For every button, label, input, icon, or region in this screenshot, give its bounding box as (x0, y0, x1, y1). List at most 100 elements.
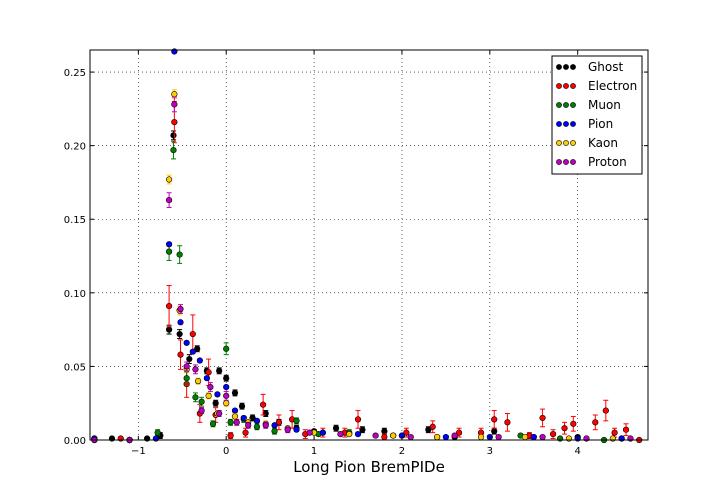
data-point (434, 433, 441, 441)
legend-marker (563, 83, 569, 89)
data-point (183, 363, 190, 370)
data-point (233, 419, 240, 426)
data-point (293, 426, 300, 433)
data-point (253, 423, 261, 430)
y-tick-label: 0.25 (64, 68, 86, 79)
x-axis-label: Long Pion BremPIDe (293, 458, 445, 476)
x-tick-label: −1 (131, 446, 146, 457)
data-point (198, 398, 205, 405)
data-point (262, 422, 269, 429)
y-tick-label: 0.20 (64, 142, 86, 153)
data-point (504, 419, 511, 426)
data-point (154, 429, 161, 436)
legend-marker (563, 102, 569, 108)
legend-label: Ghost (588, 60, 623, 74)
data-point (189, 348, 196, 355)
data-point (602, 407, 609, 414)
legend-marker (570, 64, 576, 70)
data-point (186, 355, 193, 363)
data-point (171, 91, 178, 98)
data-point (214, 391, 221, 398)
legend-marker (563, 64, 569, 70)
data-point (171, 101, 178, 108)
y-tick-label: 0.15 (64, 215, 86, 226)
data-point (177, 351, 184, 358)
data-point (216, 367, 223, 374)
data-point (530, 433, 537, 441)
data-point (231, 389, 239, 397)
data-point (165, 248, 173, 255)
legend: Ghost Electron Muon Pion Kaon Proton (551, 55, 643, 175)
data-point (319, 429, 326, 436)
legend-marker (556, 140, 562, 146)
data-point (359, 426, 366, 433)
data-point (260, 401, 267, 408)
data-point (271, 428, 278, 435)
data-point (253, 417, 261, 424)
legend-box (551, 55, 643, 175)
data-point (165, 197, 173, 204)
data-point (592, 419, 599, 426)
data-point (192, 394, 199, 401)
data-point (176, 330, 183, 338)
data-point (194, 378, 202, 385)
data-point (212, 400, 219, 407)
data-point (477, 433, 485, 441)
data-point (284, 426, 291, 433)
data-point (561, 425, 568, 432)
data-point (165, 241, 173, 248)
data-point (245, 422, 252, 429)
legend-marker (556, 121, 562, 127)
data-point (293, 417, 300, 424)
data-point (216, 410, 223, 417)
data-point (390, 432, 397, 439)
data-point (165, 302, 173, 310)
data-point (442, 433, 449, 441)
legend-item-ghost: Ghost (556, 60, 623, 74)
data-point (205, 369, 212, 376)
data-point (196, 357, 203, 364)
x-tick-label: 2 (399, 446, 405, 457)
legend-item-muon: Muon (556, 98, 621, 112)
data-point (491, 428, 498, 435)
data-point (177, 319, 184, 326)
data-point (240, 414, 247, 422)
series-proton (91, 96, 634, 444)
data-point (165, 176, 173, 183)
legend-marker (570, 140, 576, 146)
data-point (372, 432, 379, 439)
legend-label: Kaon (588, 136, 618, 150)
y-tick-label: 0.05 (64, 362, 86, 373)
data-point (223, 392, 230, 399)
data-point (306, 429, 313, 436)
data-point (176, 251, 183, 258)
data-point (407, 433, 414, 441)
legend-marker (570, 121, 576, 127)
data-point (381, 433, 388, 441)
series-kaon (91, 89, 616, 444)
data-point (177, 305, 184, 313)
data-point (337, 431, 344, 438)
data-point (539, 433, 546, 441)
legend-marker (563, 159, 569, 165)
legend-marker (570, 102, 576, 108)
legend-marker (563, 121, 569, 127)
y-tick-label: 0.00 (64, 436, 86, 447)
data-point (170, 132, 177, 139)
data-point (381, 428, 388, 435)
data-point (238, 403, 246, 410)
data-point (275, 419, 283, 426)
data-point (227, 419, 234, 426)
data-point (332, 425, 340, 432)
data-point (183, 339, 190, 346)
legend-label: Pion (588, 117, 613, 131)
y-tick-label: 0.10 (64, 289, 86, 300)
data-point (521, 433, 529, 441)
data-point (203, 375, 210, 382)
data-point (271, 422, 278, 429)
data-point (183, 375, 190, 382)
data-point (223, 400, 230, 407)
data-point (170, 146, 177, 154)
data-point (425, 426, 432, 433)
data-point (249, 414, 256, 422)
